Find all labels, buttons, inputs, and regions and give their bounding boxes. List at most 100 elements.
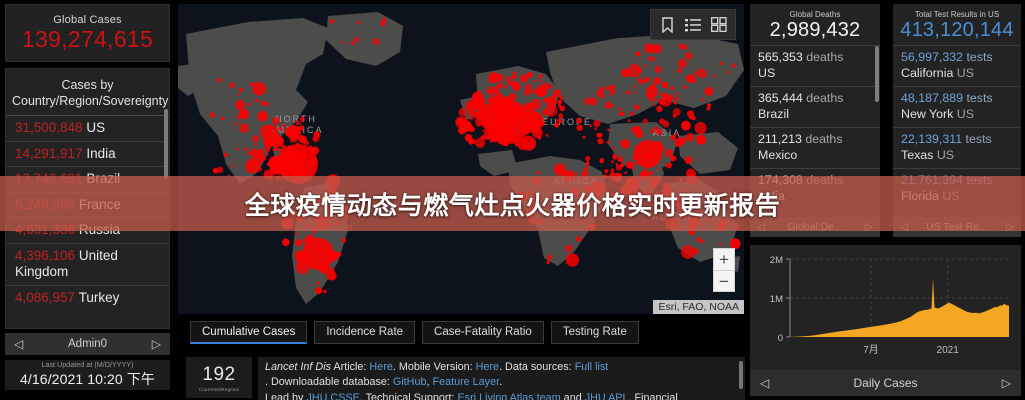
map-case-marker[interactable]	[589, 97, 598, 106]
map-case-marker[interactable]	[294, 250, 304, 260]
zoom-in-button[interactable]: +	[719, 250, 729, 269]
country-list-item[interactable]: 14,291,917 India	[6, 140, 169, 166]
map-case-marker[interactable]	[300, 264, 305, 269]
left-arrow-icon[interactable]: ◁	[760, 376, 770, 390]
map-case-marker[interactable]	[278, 144, 318, 184]
map-case-marker[interactable]	[235, 100, 246, 110]
right-arrow-icon[interactable]: ▷	[1001, 376, 1011, 390]
map-case-marker[interactable]	[559, 96, 564, 100]
map-case-marker[interactable]	[486, 100, 530, 144]
map-case-marker[interactable]	[642, 118, 648, 124]
map-case-marker[interactable]	[488, 72, 500, 83]
map-case-marker[interactable]	[643, 76, 650, 83]
country-list-item[interactable]: 4,086,957 Turkey	[6, 284, 169, 310]
map-case-marker[interactable]	[299, 116, 305, 122]
map-case-marker[interactable]	[636, 67, 642, 73]
map-case-marker[interactable]	[652, 44, 662, 54]
map-case-marker[interactable]	[247, 102, 251, 106]
map-case-marker[interactable]	[604, 168, 609, 174]
map-case-marker[interactable]	[564, 244, 573, 252]
map-case-marker[interactable]	[610, 84, 616, 90]
map-case-marker[interactable]	[380, 20, 386, 27]
map-case-marker[interactable]	[685, 132, 695, 142]
map-case-marker[interactable]	[644, 43, 655, 54]
legend-list-icon[interactable]	[682, 14, 704, 35]
map-case-marker[interactable]	[654, 65, 662, 74]
map-case-marker[interactable]	[245, 158, 260, 174]
map-case-marker[interactable]	[229, 82, 236, 89]
map-case-marker[interactable]	[475, 137, 486, 148]
map-case-marker[interactable]	[482, 129, 486, 133]
map-case-marker[interactable]	[274, 146, 279, 152]
map-case-marker[interactable]	[523, 89, 531, 96]
map-case-marker[interactable]	[250, 148, 258, 157]
map-case-marker[interactable]	[633, 162, 637, 166]
map-case-marker[interactable]	[681, 245, 695, 259]
map-case-marker[interactable]	[704, 86, 714, 96]
map-case-marker[interactable]	[220, 116, 225, 121]
map-case-marker[interactable]	[480, 114, 486, 120]
map-case-marker[interactable]	[618, 107, 621, 111]
map-case-marker[interactable]	[631, 167, 635, 171]
map-case-marker[interactable]	[538, 74, 543, 79]
map-case-marker[interactable]	[236, 147, 240, 151]
map-case-marker[interactable]	[628, 166, 632, 169]
info-credits-box[interactable]: Lancet Inf Dis Article: Here. Mobile Ver…	[258, 357, 745, 400]
map-case-marker[interactable]	[238, 109, 249, 120]
map-case-marker[interactable]	[263, 146, 267, 150]
map-case-marker[interactable]	[475, 97, 482, 104]
map-case-marker[interactable]	[620, 139, 630, 149]
stat-row[interactable]: 565,353 deaths US	[750, 45, 880, 86]
article-link[interactable]: Here	[369, 361, 393, 373]
map-case-marker[interactable]	[576, 117, 583, 124]
map-case-marker[interactable]	[486, 136, 490, 140]
map-case-marker[interactable]	[254, 142, 258, 146]
map-case-marker[interactable]	[265, 152, 269, 156]
map-case-marker[interactable]	[660, 92, 665, 97]
map-case-marker[interactable]	[632, 125, 642, 135]
map-case-marker[interactable]	[295, 120, 299, 123]
map-case-marker[interactable]	[654, 126, 659, 131]
map-case-marker[interactable]	[649, 56, 656, 62]
map-case-marker[interactable]	[541, 82, 550, 91]
country-list-scrollbar[interactable]	[164, 109, 168, 179]
map-tools[interactable]	[650, 9, 736, 40]
map-case-marker[interactable]	[585, 155, 591, 162]
map-case-marker[interactable]	[615, 164, 623, 171]
map-case-marker[interactable]	[261, 154, 266, 159]
map-case-marker[interactable]	[599, 158, 605, 163]
map-case-marker[interactable]	[584, 166, 589, 171]
country-list-item[interactable]: 31,500,848 US	[6, 115, 169, 140]
map-case-marker[interactable]	[481, 109, 487, 115]
map-case-marker[interactable]	[234, 122, 238, 126]
map-case-marker[interactable]	[672, 134, 677, 139]
map-case-marker[interactable]	[336, 251, 342, 257]
map-case-marker[interactable]	[372, 38, 380, 45]
map-case-marker[interactable]	[589, 124, 593, 128]
map-case-marker[interactable]	[460, 120, 472, 132]
map-case-marker[interactable]	[476, 90, 481, 95]
map-case-marker[interactable]	[266, 142, 271, 148]
map-case-marker[interactable]	[302, 238, 334, 270]
map-case-marker[interactable]	[670, 86, 674, 91]
map-case-marker[interactable]	[633, 85, 636, 88]
map-case-marker[interactable]	[521, 135, 537, 151]
map-case-marker[interactable]	[539, 79, 543, 83]
map-case-marker[interactable]	[664, 149, 674, 158]
map-case-marker[interactable]	[657, 167, 661, 171]
map-case-marker[interactable]	[682, 85, 687, 89]
map-case-marker[interactable]	[217, 78, 222, 83]
map-case-marker[interactable]	[619, 158, 624, 162]
jhu-apl-link[interactable]: JHU APL	[584, 391, 629, 400]
map-case-marker[interactable]	[677, 58, 687, 69]
map-case-marker[interactable]	[511, 82, 521, 92]
map-case-marker[interactable]	[597, 138, 604, 145]
daily-cases-nav[interactable]: ◁ Daily Cases ▷	[750, 370, 1021, 396]
map-case-marker[interactable]	[286, 125, 302, 140]
map-case-marker[interactable]	[323, 289, 327, 294]
map-case-marker[interactable]	[489, 97, 493, 102]
map-case-marker[interactable]	[216, 166, 224, 174]
map-case-marker[interactable]	[627, 119, 631, 123]
tab-case-fatality-ratio[interactable]: Case-Fatality Ratio	[422, 321, 544, 344]
map-case-marker[interactable]	[545, 133, 549, 137]
